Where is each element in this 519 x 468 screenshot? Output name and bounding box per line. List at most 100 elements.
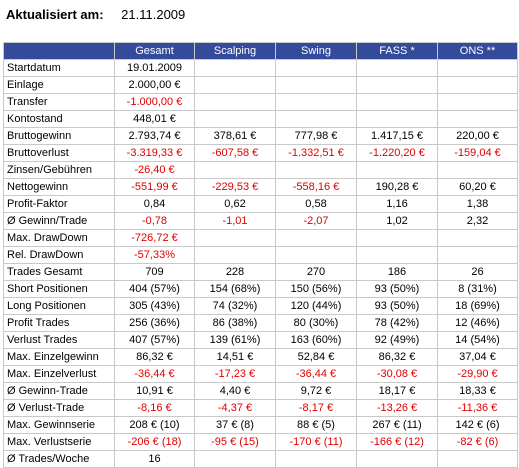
table-cell: 2.000,00 € — [114, 76, 195, 94]
table-cell: 270 — [275, 263, 357, 281]
table-cell: 92 (49%) — [356, 331, 438, 349]
table-cell: 9,72 € — [275, 382, 357, 400]
table-cell: -95 € (15) — [194, 433, 276, 451]
table-cell — [275, 246, 357, 264]
row-label: Max. Einzelverlust — [3, 365, 115, 383]
table-cell — [194, 59, 276, 77]
table-cell: 78 (42%) — [356, 314, 438, 332]
table-cell: 777,98 € — [275, 127, 357, 145]
table-row: Zinsen/Gebühren -26,40 € — [3, 161, 518, 179]
table-cell: -57,33% — [114, 246, 195, 264]
table-row: Max. Einzelverlust -36,44 € -17,23 € -36,44… — [3, 365, 518, 383]
row-label: Bruttogewinn — [3, 127, 115, 145]
table-cell — [356, 93, 438, 111]
table-cell: 404 (57%) — [114, 280, 195, 298]
table-cell: 93 (50%) — [356, 297, 438, 315]
table-cell — [437, 229, 518, 247]
table-cell: 12 (46%) — [437, 314, 518, 332]
table-cell — [356, 59, 438, 77]
table-cell: 448,01 € — [114, 110, 195, 128]
table-cell — [194, 161, 276, 179]
table-cell — [356, 76, 438, 94]
table-cell: 0,84 — [114, 195, 195, 213]
row-label: Ø Verlust-Trade — [3, 399, 115, 417]
updated-label: Aktualisiert am: — [6, 7, 104, 22]
table-row: Transfer -1.000,00 € — [3, 93, 518, 111]
row-label: Rel. DrawDown — [3, 246, 115, 264]
table-cell — [437, 93, 518, 111]
table-cell: -17,23 € — [194, 365, 276, 383]
table-cell — [275, 93, 357, 111]
table-cell: 0,58 — [275, 195, 357, 213]
table-cell: 80 (30%) — [275, 314, 357, 332]
row-label: Ø Trades/Woche — [3, 450, 115, 468]
table-cell: 139 (61%) — [194, 331, 276, 349]
table-cell: 2.793,74 € — [114, 127, 195, 145]
row-label: Verlust Trades — [3, 331, 115, 349]
table-cell: 709 — [114, 263, 195, 281]
table-cell — [437, 246, 518, 264]
table-cell: -26,40 € — [114, 161, 195, 179]
table-row: Short Positionen 404 (57%) 154 (68%) 150 (5… — [3, 280, 518, 298]
table-cell: -36,44 € — [275, 365, 357, 383]
row-label: Trades Gesamt — [3, 263, 115, 281]
column-header-label — [3, 42, 115, 60]
table-row: Max. Gewinnserie 208 € (10) 37 € (8) 88 € (… — [3, 416, 518, 434]
table-cell: 305 (43%) — [114, 297, 195, 315]
table-cell: -2,07 — [275, 212, 357, 230]
table-cell: -607,58 € — [194, 144, 276, 162]
table-cell: 74 (32%) — [194, 297, 276, 315]
table-cell: -166 € (12) — [356, 433, 438, 451]
table-cell — [275, 110, 357, 128]
table-cell — [275, 59, 357, 77]
table-cell: 18 (69%) — [437, 297, 518, 315]
table-cell: 150 (56%) — [275, 280, 357, 298]
table-row: Rel. DrawDown -57,33% — [3, 246, 518, 264]
table-cell: 60,20 € — [437, 178, 518, 196]
table-cell: 37 € (8) — [194, 416, 276, 434]
table-cell: -1.332,51 € — [275, 144, 357, 162]
table-cell: 52,84 € — [275, 348, 357, 366]
table-cell: 10,91 € — [114, 382, 195, 400]
table-cell: -1,01 — [194, 212, 276, 230]
table-cell: -29,90 € — [437, 365, 518, 383]
table-cell: 37,04 € — [437, 348, 518, 366]
table-row: Long Positionen 305 (43%) 74 (32%) 120 (44%… — [3, 297, 518, 315]
table-cell: 88 € (5) — [275, 416, 357, 434]
table-cell: 0,62 — [194, 195, 276, 213]
table-body: Startdatum 19.01.2009 Einlage 2.000,00 € Tra… — [3, 59, 518, 468]
table-row: Einlage 2.000,00 € — [3, 76, 518, 94]
table-cell — [437, 76, 518, 94]
table-row: Ø Trades/Woche 16 — [3, 450, 518, 468]
table-cell — [356, 161, 438, 179]
table-cell: 120 (44%) — [275, 297, 357, 315]
row-label: Max. DrawDown — [3, 229, 115, 247]
table-cell: 1,38 — [437, 195, 518, 213]
table-cell: -1.220,20 € — [356, 144, 438, 162]
table-cell — [437, 59, 518, 77]
row-label: Short Positionen — [3, 280, 115, 298]
table-cell: -30,08 € — [356, 365, 438, 383]
row-label: Bruttoverlust — [3, 144, 115, 162]
row-label: Profit Trades — [3, 314, 115, 332]
table-cell: -8,16 € — [114, 399, 195, 417]
row-label: Startdatum — [3, 59, 115, 77]
table-cell: -11,36 € — [437, 399, 518, 417]
table-cell: 1.417,15 € — [356, 127, 438, 145]
table-cell — [356, 450, 438, 468]
table-cell: -170 € (11) — [275, 433, 357, 451]
column-header-scalping: Scalping — [194, 42, 276, 60]
table-row: Max. Verlustserie -206 € (18) -95 € (15) -1… — [3, 433, 518, 451]
table-cell: -726,72 € — [114, 229, 195, 247]
table-row: Bruttogewinn 2.793,74 €378,61 €777,98 €1.… — [3, 127, 518, 145]
table-row: Ø Verlust-Trade -8,16 € -4,37 € -8,17 € -13,… — [3, 399, 518, 417]
report-header: Aktualisiert am: 21.11.2009 — [6, 7, 185, 22]
row-label: Ø Gewinn/Trade — [3, 212, 115, 230]
table-cell: -0,78 — [114, 212, 195, 230]
row-label: Ø Gewinn-Trade — [3, 382, 115, 400]
table-header-row: Gesamt Scalping Swing FASS * ONS ** — [3, 42, 518, 60]
table-cell — [194, 246, 276, 264]
row-label: Max. Verlustserie — [3, 433, 115, 451]
table-cell: 186 — [356, 263, 438, 281]
table-cell: 256 (36%) — [114, 314, 195, 332]
